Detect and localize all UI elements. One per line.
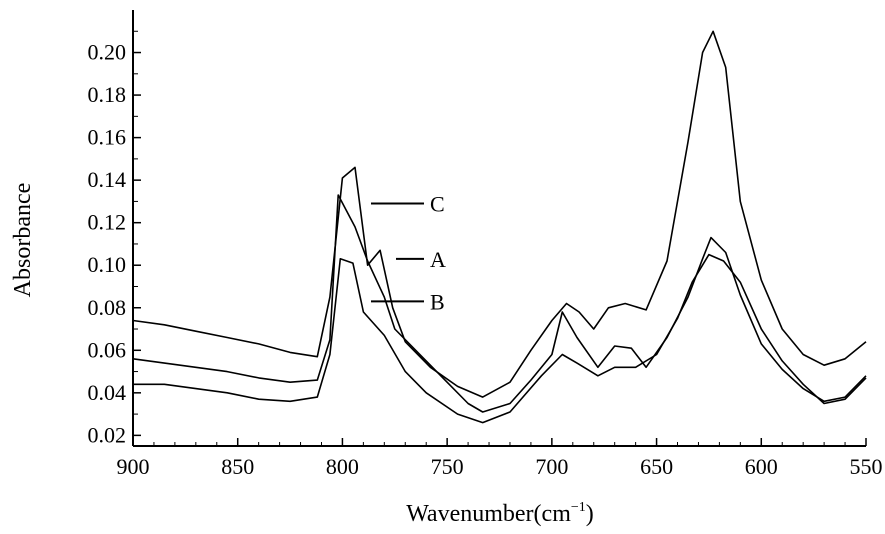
y-tick-label: 0.12	[88, 210, 127, 235]
x-tick-label: 750	[431, 454, 464, 479]
y-tick-label: 0.14	[88, 167, 127, 192]
x-ticks: 900 850 800 750 700 650 600 550	[117, 438, 883, 479]
y-tick-label: 0.08	[88, 295, 127, 320]
y-ticks: 0.02 0.04 0.06 0.08 0.10 0.12 0.14 0.16 0.18 0.20	[88, 30, 141, 447]
x-tick-label: 600	[745, 454, 778, 479]
legend-label-b: B	[430, 289, 445, 314]
series-line-a	[132, 194, 867, 413]
x-tick-label: 650	[640, 454, 673, 479]
y-tick-label: 0.20	[88, 40, 127, 65]
y-tick-label: 0.10	[88, 252, 127, 277]
series-line-c	[132, 30, 867, 398]
series-lines	[132, 30, 867, 424]
y-tick-label: 0.04	[88, 380, 127, 405]
x-tick-label: 850	[221, 454, 254, 479]
legend: C AB	[371, 192, 446, 314]
y-tick-label: 0.06	[88, 337, 127, 362]
x-axis-title-sup: −1	[571, 500, 586, 515]
series-line-b	[133, 253, 867, 424]
y-tick-label: 0.02	[88, 422, 127, 447]
x-tick-label: 700	[535, 454, 568, 479]
legend-label-c: C	[430, 192, 445, 217]
y-tick-label: 0.18	[88, 82, 127, 107]
x-tick-label: 800	[326, 454, 359, 479]
legend-label-a: A	[430, 247, 446, 272]
x-tick-label: 900	[117, 454, 150, 479]
y-tick-label: 0.16	[88, 125, 127, 150]
x-axis-title-suffix: )	[586, 501, 594, 527]
x-axis-title: Wavenumber(cm−1)	[406, 500, 594, 527]
y-axis-title: Absorbance	[10, 183, 36, 298]
x-axis-title-main: Wavenumber(cm	[406, 501, 571, 527]
plot-area: 0.02 0.04 0.06 0.08 0.10 0.12 0.14 0.16 0.18 0.20…	[88, 10, 883, 479]
x-tick-label: 550	[850, 454, 883, 479]
